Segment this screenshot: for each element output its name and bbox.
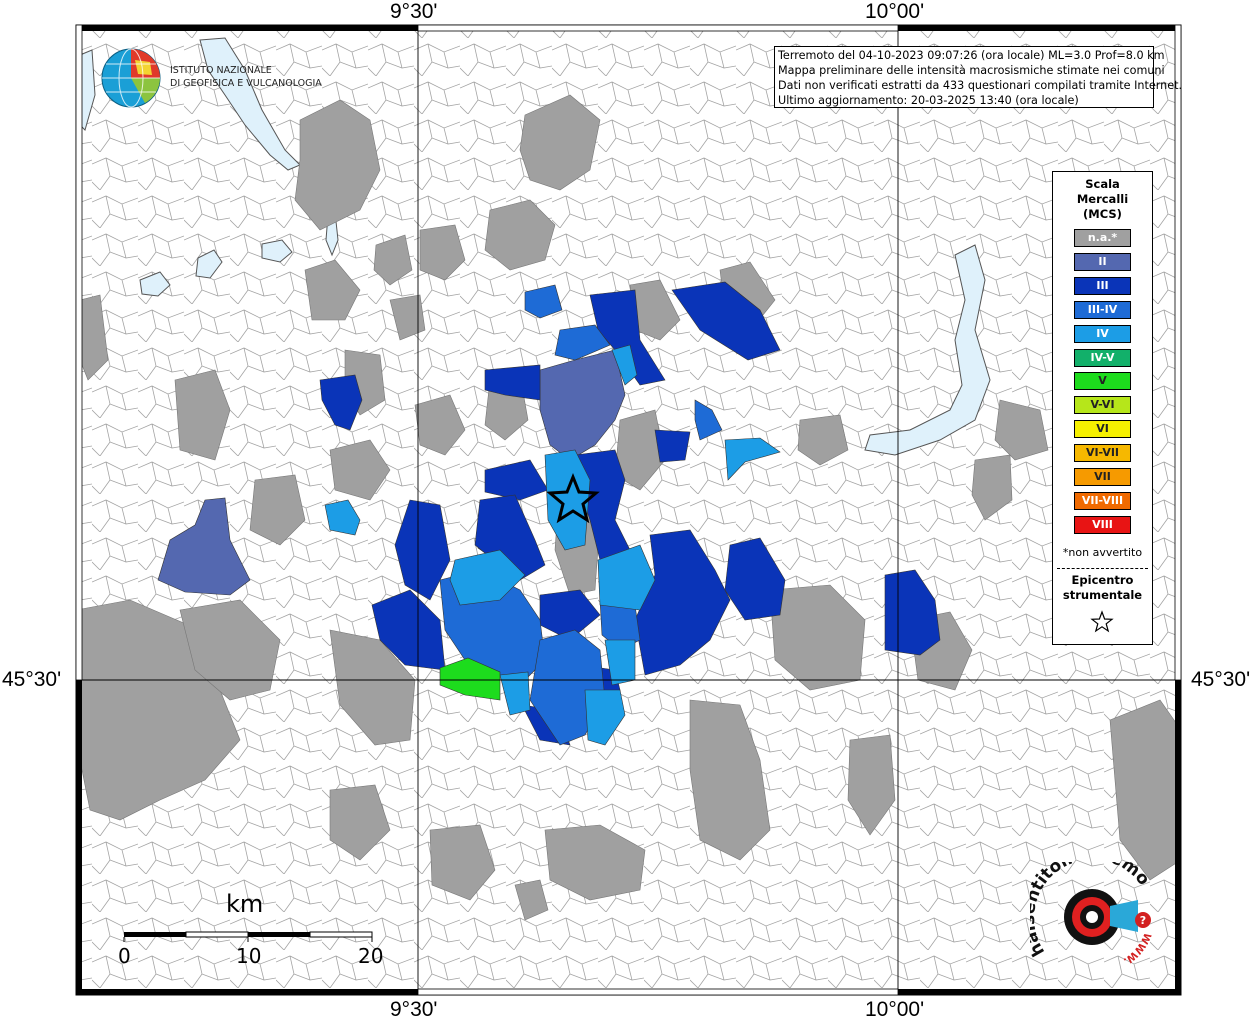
logo-line-1: ISTITUTO NAZIONALE (170, 65, 272, 76)
legend-item-iii-iv: III-IV (1074, 300, 1131, 319)
legend-epicentre-line-1: Epicentro (1071, 573, 1134, 587)
legend-item-iii: III (1074, 276, 1131, 295)
legend-item-v: V (1074, 372, 1131, 391)
lon-label-top-right: 10°00' (865, 0, 925, 23)
legend-star-icon (1090, 610, 1114, 633)
legend-title-line-3: (MCS) (1083, 207, 1122, 221)
legend-title: Scala Mercalli (MCS) (1053, 177, 1152, 222)
scale-bar (123, 931, 373, 942)
legend-item-ii: II (1074, 252, 1131, 271)
legend-item-vi: VI (1074, 420, 1131, 439)
question-text: ? (1140, 914, 1146, 927)
question-icon (1135, 912, 1151, 928)
lat-label-right: 45°30' (1191, 668, 1251, 691)
event-info-line-1: Terremoto del 04-10-2023 09:07:26 (ora l… (778, 49, 1165, 62)
legend-item-v-vi: V-VI (1074, 396, 1131, 415)
legend-epicentre-line-2: strumentale (1062, 588, 1143, 602)
intensity-V-areas (439, 657, 501, 701)
event-info-line-3: Dati non verificati estratti da 433 ques… (778, 79, 1183, 92)
haisentito-logo: haisentitoilterremoto.it WWW. ? (1030, 862, 1154, 967)
scale-unit: km (226, 890, 264, 918)
legend-epicentre-label: Epicentro strumentale (1053, 573, 1152, 603)
ingv-logo-icon (101, 48, 161, 108)
lon-label-top-left: 9°30' (390, 0, 438, 23)
scale-tick-10: 10 (236, 944, 262, 968)
legend-item-iv-v: IV-V (1074, 348, 1131, 367)
graticule (76, 25, 1181, 995)
target-icon (1064, 889, 1138, 945)
lat-label-left: 45°30' (2, 668, 62, 691)
map-frame (75, 24, 1182, 996)
legend-note: *non avvertito (1062, 546, 1143, 559)
legend-title-line-1: Scala (1085, 177, 1120, 191)
legend-item-vii: VII (1074, 468, 1131, 486)
scale-tick-0: 0 (118, 944, 131, 968)
lon-label-bottom-left: 9°30' (390, 998, 438, 1021)
legend-item-vii-viii: VII-VIII (1074, 491, 1131, 510)
logo-line-2: DI GEOFISICA E VULCANOLOGIA (170, 78, 322, 89)
epicentre-star-icon (546, 472, 600, 524)
intensity-IV-areas (324, 344, 781, 746)
ingv-logo-text: ISTITUTO NAZIONALE DI GEOFISICA E VULCAN… (170, 64, 322, 90)
legend-item-n-a: n.a.* (1074, 229, 1131, 247)
lon-label-bottom-right: 10°00' (865, 998, 925, 1021)
intensity-legend: Scala Mercalli (MCS) n.a.* II III III-IV IV I… (1052, 171, 1153, 645)
legend-item-iv: IV (1074, 324, 1131, 343)
event-info-line-2: Mappa preliminare delle intensità macros… (778, 64, 1165, 77)
event-info-box: Terremoto del 04-10-2023 09:07:26 (ora l… (774, 46, 1183, 108)
watermark-url: WWW. (1121, 931, 1152, 967)
event-info-line-4: Ultimo aggiornamento: 20-03-2025 13:40 (… (778, 94, 1079, 107)
legend-item-vi-vii: VI-VII (1074, 444, 1131, 463)
legend-separator (1057, 568, 1148, 569)
legend-title-line-2: Mercalli (1076, 192, 1129, 206)
scale-tick-20: 20 (358, 944, 384, 968)
legend-item-viii: VIII (1074, 515, 1131, 534)
